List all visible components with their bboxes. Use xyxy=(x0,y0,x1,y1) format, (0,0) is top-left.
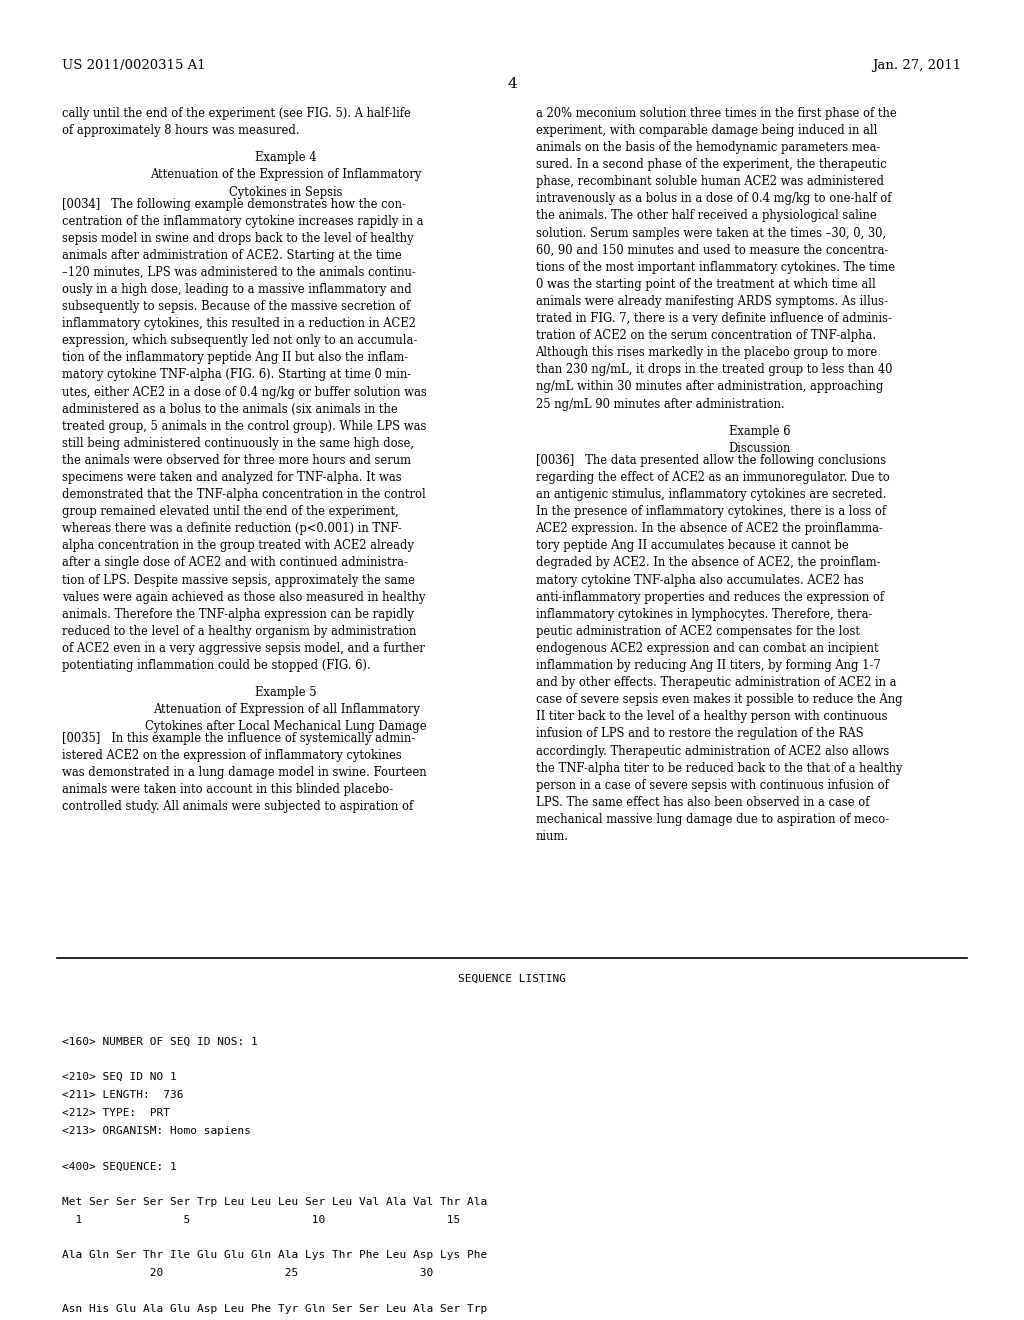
Text: animals were already manifesting ARDS symptoms. As illus-: animals were already manifesting ARDS sy… xyxy=(536,294,888,308)
Text: regarding the effect of ACE2 as an immunoregulator. Due to: regarding the effect of ACE2 as an immun… xyxy=(536,471,889,484)
Text: tration of ACE2 on the serum concentration of TNF-alpha.: tration of ACE2 on the serum concentrati… xyxy=(536,329,876,342)
Text: specimens were taken and analyzed for TNF-alpha. It was: specimens were taken and analyzed for TN… xyxy=(62,471,402,484)
Text: <212> TYPE:  PRT: <212> TYPE: PRT xyxy=(62,1107,170,1118)
Text: phase, recombinant soluble human ACE2 was administered: phase, recombinant soluble human ACE2 wa… xyxy=(536,176,884,189)
Text: <400> SEQUENCE: 1: <400> SEQUENCE: 1 xyxy=(62,1162,177,1171)
Text: –120 minutes, LPS was administered to the animals continu-: –120 minutes, LPS was administered to th… xyxy=(62,265,416,279)
Text: peutic administration of ACE2 compensates for the lost: peutic administration of ACE2 compensate… xyxy=(536,624,859,638)
Text: Met Ser Ser Ser Ser Trp Leu Leu Leu Ser Leu Val Ala Val Thr Ala: Met Ser Ser Ser Ser Trp Leu Leu Leu Ser … xyxy=(62,1197,487,1206)
Text: tory peptide Ang II accumulates because it cannot be: tory peptide Ang II accumulates because … xyxy=(536,540,848,552)
Text: accordingly. Therapeutic administration of ACE2 also allows: accordingly. Therapeutic administration … xyxy=(536,744,889,758)
Text: expression, which subsequently led not only to an accumula-: expression, which subsequently led not o… xyxy=(62,334,418,347)
Text: Attenuation of the Expression of Inflammatory: Attenuation of the Expression of Inflamm… xyxy=(151,169,422,181)
Text: inflammatory cytokines in lymphocytes. Therefore, thera-: inflammatory cytokines in lymphocytes. T… xyxy=(536,607,871,620)
Text: animals were taken into account in this blinded placebo-: animals were taken into account in this … xyxy=(62,783,393,796)
Text: an antigenic stimulus, inflammatory cytokines are secreted.: an antigenic stimulus, inflammatory cyto… xyxy=(536,488,886,502)
Text: anti-inflammatory properties and reduces the expression of: anti-inflammatory properties and reduces… xyxy=(536,590,884,603)
Text: values were again achieved as those also measured in healthy: values were again achieved as those also… xyxy=(62,590,426,603)
Text: the TNF-alpha titer to be reduced back to the that of a healthy: the TNF-alpha titer to be reduced back t… xyxy=(536,762,902,775)
Text: whereas there was a definite reduction (p<0.001) in TNF-: whereas there was a definite reduction (… xyxy=(62,523,402,536)
Text: demonstrated that the TNF-alpha concentration in the control: demonstrated that the TNF-alpha concentr… xyxy=(62,488,426,502)
Text: controlled study. All animals were subjected to aspiration of: controlled study. All animals were subje… xyxy=(62,800,414,813)
Text: subsequently to sepsis. Because of the massive secretion of: subsequently to sepsis. Because of the m… xyxy=(62,300,411,313)
Text: and by other effects. Therapeutic administration of ACE2 in a: and by other effects. Therapeutic admini… xyxy=(536,676,896,689)
Text: matory cytokine TNF-alpha (FIG. 6). Starting at time 0 min-: matory cytokine TNF-alpha (FIG. 6). Star… xyxy=(62,368,412,381)
Text: administered as a bolus to the animals (six animals in the: administered as a bolus to the animals (… xyxy=(62,403,398,416)
Text: endogenous ACE2 expression and can combat an incipient: endogenous ACE2 expression and can comba… xyxy=(536,642,879,655)
Text: solution. Serum samples were taken at the times –30, 0, 30,: solution. Serum samples were taken at th… xyxy=(536,227,886,239)
Text: Example 4: Example 4 xyxy=(255,152,317,165)
Text: matory cytokine TNF-alpha also accumulates. ACE2 has: matory cytokine TNF-alpha also accumulat… xyxy=(536,574,863,586)
Text: <213> ORGANISM: Homo sapiens: <213> ORGANISM: Homo sapiens xyxy=(62,1126,252,1135)
Text: nium.: nium. xyxy=(536,830,568,843)
Text: of ACE2 even in a very aggressive sepsis model, and a further: of ACE2 even in a very aggressive sepsis… xyxy=(62,642,425,655)
Text: Asn His Glu Ala Glu Asp Leu Phe Tyr Gln Ser Ser Leu Ala Ser Trp: Asn His Glu Ala Glu Asp Leu Phe Tyr Gln … xyxy=(62,1304,487,1313)
Text: <211> LENGTH:  736: <211> LENGTH: 736 xyxy=(62,1090,184,1100)
Text: infusion of LPS and to restore the regulation of the RAS: infusion of LPS and to restore the regul… xyxy=(536,727,863,741)
Text: [0035]   In this example the influence of systemically admin-: [0035] In this example the influence of … xyxy=(62,731,416,744)
Text: istered ACE2 on the expression of inflammatory cytokines: istered ACE2 on the expression of inflam… xyxy=(62,748,402,762)
Text: [0034]   The following example demonstrates how the con-: [0034] The following example demonstrate… xyxy=(62,198,407,210)
Text: sured. In a second phase of the experiment, the therapeutic: sured. In a second phase of the experime… xyxy=(536,158,886,172)
Text: reduced to the level of a healthy organism by administration: reduced to the level of a healthy organi… xyxy=(62,624,417,638)
Text: ACE2 expression. In the absence of ACE2 the proinflamma-: ACE2 expression. In the absence of ACE2 … xyxy=(536,523,884,536)
Text: ously in a high dose, leading to a massive inflammatory and: ously in a high dose, leading to a massi… xyxy=(62,282,413,296)
Text: Example 6: Example 6 xyxy=(728,425,791,438)
Text: 60, 90 and 150 minutes and used to measure the concentra-: 60, 90 and 150 minutes and used to measu… xyxy=(536,244,888,256)
Text: still being administered continuously in the same high dose,: still being administered continuously in… xyxy=(62,437,415,450)
Text: 0 was the starting point of the treatment at which time all: 0 was the starting point of the treatmen… xyxy=(536,279,876,290)
Text: sepsis model in swine and drops back to the level of healthy: sepsis model in swine and drops back to … xyxy=(62,232,414,244)
Text: Attenuation of Expression of all Inflammatory: Attenuation of Expression of all Inflamm… xyxy=(153,702,420,715)
Text: <210> SEQ ID NO 1: <210> SEQ ID NO 1 xyxy=(62,1072,177,1082)
Text: II titer back to the level of a healthy person with continuous: II titer back to the level of a healthy … xyxy=(536,710,887,723)
Text: Although this rises markedly in the placebo group to more: Although this rises markedly in the plac… xyxy=(536,346,878,359)
Text: 25 ng/mL 90 minutes after administration.: 25 ng/mL 90 minutes after administration… xyxy=(536,397,784,411)
Text: inflammation by reducing Ang II titers, by forming Ang 1-7: inflammation by reducing Ang II titers, … xyxy=(536,659,881,672)
Text: 20                  25                  30: 20 25 30 xyxy=(62,1269,434,1278)
Text: potentiating inflammation could be stopped (FIG. 6).: potentiating inflammation could be stopp… xyxy=(62,659,372,672)
Text: treated group, 5 animals in the control group). While LPS was: treated group, 5 animals in the control … xyxy=(62,420,427,433)
Text: after a single dose of ACE2 and with continued administra-: after a single dose of ACE2 and with con… xyxy=(62,557,409,569)
Text: [0036]   The data presented allow the following conclusions: [0036] The data presented allow the foll… xyxy=(536,454,886,467)
Text: the animals. The other half received a physiological saline: the animals. The other half received a p… xyxy=(536,210,877,223)
Text: Discussion: Discussion xyxy=(728,442,791,455)
Text: group remained elevated until the end of the experiment,: group remained elevated until the end of… xyxy=(62,506,399,519)
Text: Cytokines in Sepsis: Cytokines in Sepsis xyxy=(229,186,343,198)
Text: animals. Therefore the TNF-alpha expression can be rapidly: animals. Therefore the TNF-alpha express… xyxy=(62,607,415,620)
Text: 4: 4 xyxy=(507,77,517,91)
Text: than 230 ng/mL, it drops in the treated group to less than 40: than 230 ng/mL, it drops in the treated … xyxy=(536,363,892,376)
Text: tion of LPS. Despite massive sepsis, approximately the same: tion of LPS. Despite massive sepsis, app… xyxy=(62,574,416,586)
Text: utes, either ACE2 in a dose of 0.4 ng/kg or buffer solution was: utes, either ACE2 in a dose of 0.4 ng/kg… xyxy=(62,385,427,399)
Text: 1               5                  10                  15: 1 5 10 15 xyxy=(62,1214,461,1225)
Text: was demonstrated in a lung damage model in swine. Fourteen: was demonstrated in a lung damage model … xyxy=(62,766,427,779)
Text: case of severe sepsis even makes it possible to reduce the Ang: case of severe sepsis even makes it poss… xyxy=(536,693,902,706)
Text: of approximately 8 hours was measured.: of approximately 8 hours was measured. xyxy=(62,124,300,137)
Text: Example 5: Example 5 xyxy=(255,685,317,698)
Text: centration of the inflammatory cytokine increases rapidly in a: centration of the inflammatory cytokine … xyxy=(62,215,424,227)
Text: intravenously as a bolus in a dose of 0.4 mg/kg to one-half of: intravenously as a bolus in a dose of 0.… xyxy=(536,193,891,206)
Text: trated in FIG. 7, there is a very definite influence of adminis-: trated in FIG. 7, there is a very defini… xyxy=(536,312,892,325)
Text: Jan. 27, 2011: Jan. 27, 2011 xyxy=(872,59,962,73)
Text: tion of the inflammatory peptide Ang II but also the inflam-: tion of the inflammatory peptide Ang II … xyxy=(62,351,409,364)
Text: animals on the basis of the hemodynamic parameters mea-: animals on the basis of the hemodynamic … xyxy=(536,141,880,154)
Text: US 2011/0020315 A1: US 2011/0020315 A1 xyxy=(62,59,206,73)
Text: inflammatory cytokines, this resulted in a reduction in ACE2: inflammatory cytokines, this resulted in… xyxy=(62,317,417,330)
Text: alpha concentration in the group treated with ACE2 already: alpha concentration in the group treated… xyxy=(62,540,415,552)
Text: In the presence of inflammatory cytokines, there is a loss of: In the presence of inflammatory cytokine… xyxy=(536,506,886,519)
Text: mechanical massive lung damage due to aspiration of meco-: mechanical massive lung damage due to as… xyxy=(536,813,889,826)
Text: Ala Gln Ser Thr Ile Glu Glu Gln Ala Lys Thr Phe Leu Asp Lys Phe: Ala Gln Ser Thr Ile Glu Glu Gln Ala Lys … xyxy=(62,1250,487,1261)
Text: ng/mL within 30 minutes after administration, approaching: ng/mL within 30 minutes after administra… xyxy=(536,380,883,393)
Text: tions of the most important inflammatory cytokines. The time: tions of the most important inflammatory… xyxy=(536,261,895,273)
Text: animals after administration of ACE2. Starting at the time: animals after administration of ACE2. St… xyxy=(62,248,402,261)
Text: LPS. The same effect has also been observed in a case of: LPS. The same effect has also been obser… xyxy=(536,796,869,809)
Text: SEQUENCE LISTING: SEQUENCE LISTING xyxy=(458,974,566,985)
Text: the animals were observed for three more hours and serum: the animals were observed for three more… xyxy=(62,454,412,467)
Text: Cytokines after Local Mechanical Lung Damage: Cytokines after Local Mechanical Lung Da… xyxy=(145,719,427,733)
Text: degraded by ACE2. In the absence of ACE2, the proinflam-: degraded by ACE2. In the absence of ACE2… xyxy=(536,557,880,569)
Text: cally until the end of the experiment (see FIG. 5). A half-life: cally until the end of the experiment (s… xyxy=(62,107,412,120)
Text: experiment, with comparable damage being induced in all: experiment, with comparable damage being… xyxy=(536,124,877,137)
Text: <160> NUMBER OF SEQ ID NOS: 1: <160> NUMBER OF SEQ ID NOS: 1 xyxy=(62,1036,258,1047)
Text: person in a case of severe sepsis with continuous infusion of: person in a case of severe sepsis with c… xyxy=(536,779,889,792)
Text: a 20% meconium solution three times in the first phase of the: a 20% meconium solution three times in t… xyxy=(536,107,896,120)
